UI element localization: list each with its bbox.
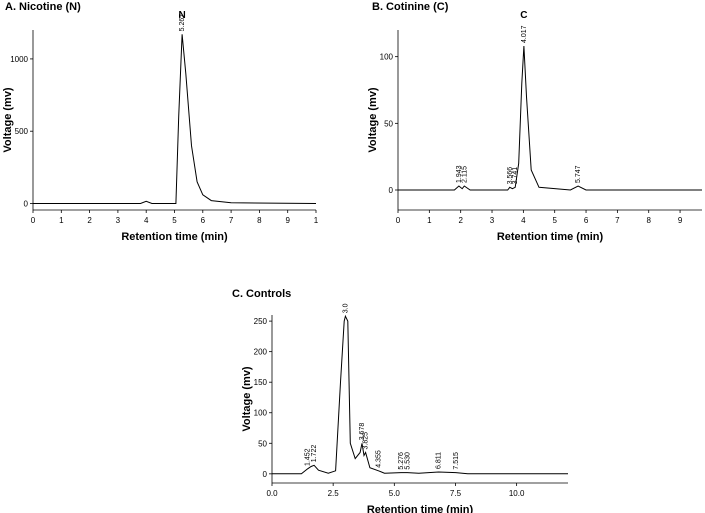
x-tick-label: 6 [584, 216, 589, 225]
y-tick-label: 50 [258, 439, 267, 448]
x-axis-label: Retention time (min) [121, 231, 228, 243]
peak-label: 5.267 [179, 14, 186, 32]
trace [272, 314, 568, 475]
y-tick-label: 50 [384, 119, 393, 128]
peak-label: 2.115 [461, 166, 468, 183]
x-tick-label: 4 [144, 216, 149, 225]
x-tick-label: 1 [314, 216, 319, 225]
x-tick-label: 3 [116, 216, 121, 225]
chart-title: A. Nicotine (N) [5, 1, 81, 13]
x-tick-label: 8 [646, 216, 651, 225]
peak-label: 3.741 [512, 167, 519, 185]
peak-label: 1.722 [311, 445, 318, 463]
y-tick-label: 200 [254, 348, 268, 357]
x-tick-label: 0 [31, 216, 36, 225]
peak-label: 4.017 [521, 25, 528, 43]
y-tick-label: 250 [254, 317, 268, 326]
x-tick-label: 9 [285, 216, 290, 225]
y-axis-label: Voltage (mv) [2, 87, 14, 153]
x-tick-label: 5 [552, 216, 557, 225]
peak-label: 3.678 [359, 423, 366, 441]
peak-label: 1.452 [305, 448, 312, 466]
x-tick-label: 6 [201, 216, 206, 225]
y-axis-label: Voltage (mv) [241, 366, 253, 432]
x-axis-label: Retention time (min) [497, 231, 604, 243]
y-tick-label: 150 [254, 378, 268, 387]
peak-label: 1.943 [456, 165, 463, 183]
peak-label: 6.811 [436, 452, 443, 469]
x-tick-label: 5 [172, 216, 177, 225]
x-tick-label: 3 [490, 216, 495, 225]
x-tick-label: 5.0 [389, 489, 401, 498]
x-tick-label: 10.0 [509, 489, 525, 498]
peak-label: 5.530 [404, 452, 411, 470]
x-axis-label: Retention time (min) [367, 504, 474, 513]
y-tick-label: 0 [263, 470, 268, 479]
peak-label: 3.825 [363, 432, 370, 450]
x-tick-label: 1 [59, 216, 64, 225]
y-tick-label: 500 [15, 127, 29, 136]
x-tick-label: 2.5 [328, 489, 340, 498]
peak-label: 7.515 [453, 452, 460, 470]
peak-label: 4.355 [376, 450, 383, 468]
x-tick-label: 2 [87, 216, 92, 225]
x-tick-label: 7.5 [450, 489, 462, 498]
peak-name: C [520, 10, 527, 21]
x-tick-label: 9 [678, 216, 683, 225]
y-tick-label: 100 [380, 53, 394, 62]
x-tick-label: 8 [257, 216, 262, 225]
peak-label: 3.566 [507, 167, 514, 185]
x-tick-label: 7 [229, 216, 234, 225]
peak-label: 5.276 [398, 452, 405, 470]
trace [33, 34, 317, 204]
x-tick-label: 4 [521, 216, 526, 225]
y-tick-label: 100 [254, 409, 268, 418]
peak-label: 5.747 [575, 165, 582, 183]
x-tick-label: 7 [615, 216, 620, 225]
y-tick-label: 0 [24, 199, 29, 208]
x-tick-label: 0 [396, 216, 401, 225]
peak-name: N [178, 10, 185, 21]
y-tick-label: 1000 [10, 55, 28, 64]
trace [398, 45, 702, 191]
peak-label: 3.0 [342, 303, 349, 313]
chart-title: C. Controls [232, 288, 291, 300]
y-tick-label: 0 [389, 186, 394, 195]
x-tick-label: 1 [427, 216, 432, 225]
x-tick-label: 2 [458, 216, 463, 225]
x-tick-label: 0.0 [266, 489, 278, 498]
y-axis-label: Voltage (mv) [367, 87, 379, 153]
chart-title: B. Cotinine (C) [372, 1, 449, 13]
